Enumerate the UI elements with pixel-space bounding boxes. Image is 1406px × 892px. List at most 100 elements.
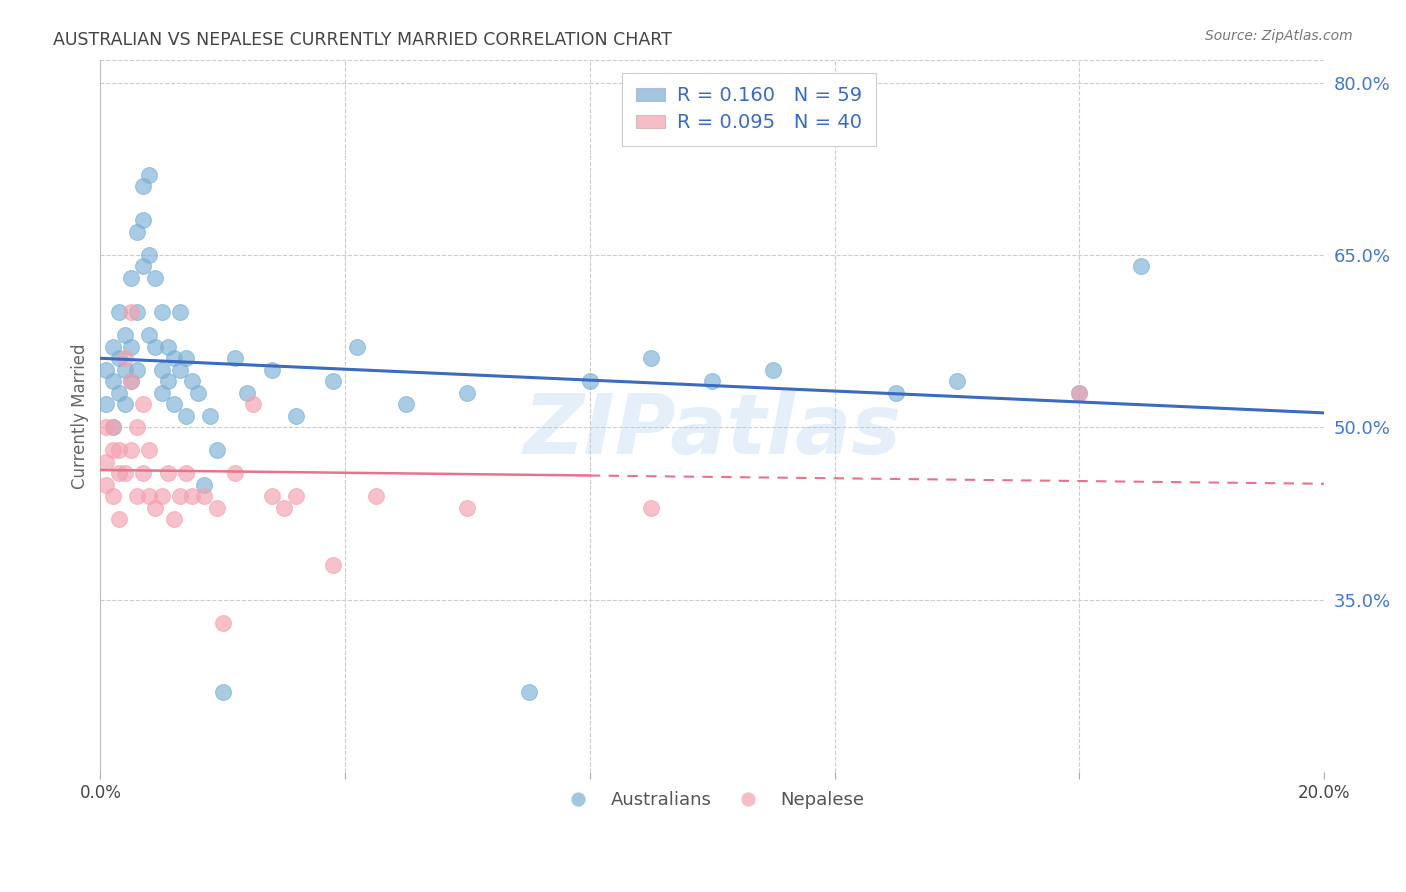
Point (114, 328, 136, 343)
Point (273, 500, 295, 515)
Point (120, 375, 142, 389)
Point (456, 385, 478, 400)
Point (132, 260, 155, 274)
Point (1069, 385, 1091, 400)
Point (163, 351, 186, 366)
Point (579, 375, 602, 389)
Point (107, 443, 129, 458)
Point (181, 375, 204, 389)
Point (145, 500, 167, 515)
Point (125, 420, 148, 434)
Point (101, 340, 124, 354)
Text: ZIPatlas: ZIPatlas (523, 390, 901, 471)
Point (260, 363, 283, 377)
Point (96, 455, 118, 469)
Point (395, 397, 418, 411)
Point (150, 489, 173, 503)
Point (150, 305, 173, 319)
Point (346, 340, 368, 354)
Legend: Australians, Nepalese: Australians, Nepalese (553, 784, 872, 816)
Point (107, 305, 129, 319)
Point (205, 443, 228, 458)
Point (125, 363, 148, 377)
Point (120, 443, 142, 458)
Point (260, 489, 283, 503)
Point (138, 489, 160, 503)
Point (174, 351, 197, 366)
Point (702, 375, 724, 389)
Text: Source: ZipAtlas.com: Source: ZipAtlas.com (1205, 29, 1353, 43)
Point (946, 375, 969, 389)
Point (138, 443, 160, 458)
Point (200, 409, 222, 423)
Point (132, 179, 155, 194)
Point (174, 467, 197, 481)
Point (174, 409, 197, 423)
Point (101, 375, 124, 389)
Point (120, 305, 142, 319)
Point (156, 467, 179, 481)
Point (205, 500, 228, 515)
Point (125, 225, 148, 239)
Point (120, 340, 142, 354)
Point (96, 477, 118, 491)
Point (163, 512, 186, 526)
Point (285, 409, 308, 423)
Point (224, 351, 246, 366)
Point (193, 489, 215, 503)
Point (1129, 260, 1152, 274)
Text: AUSTRALIAN VS NEPALESE CURRENTLY MARRIED CORRELATION CHART: AUSTRALIAN VS NEPALESE CURRENTLY MARRIED… (53, 31, 672, 49)
Point (138, 168, 160, 182)
Point (169, 305, 191, 319)
Point (322, 375, 344, 389)
Point (96, 420, 118, 434)
Point (236, 385, 259, 400)
Point (181, 489, 204, 503)
Point (211, 684, 233, 698)
Point (322, 558, 344, 573)
Point (125, 305, 148, 319)
Point (640, 500, 662, 515)
Point (640, 351, 662, 366)
Point (242, 397, 264, 411)
Point (114, 363, 136, 377)
Point (101, 420, 124, 434)
Point (1069, 385, 1091, 400)
Point (364, 489, 387, 503)
Point (211, 615, 233, 630)
Point (101, 489, 124, 503)
Point (150, 363, 173, 377)
Point (884, 385, 907, 400)
Point (132, 397, 155, 411)
Point (114, 351, 136, 366)
Point (96, 363, 118, 377)
Point (132, 467, 155, 481)
Point (145, 271, 167, 285)
Point (285, 489, 308, 503)
Point (150, 385, 173, 400)
Point (114, 467, 136, 481)
Point (107, 467, 129, 481)
Point (138, 328, 160, 343)
Point (107, 512, 129, 526)
Point (107, 385, 129, 400)
Point (107, 351, 129, 366)
Point (156, 375, 179, 389)
Point (156, 340, 179, 354)
Point (224, 467, 246, 481)
Point (193, 477, 215, 491)
Point (125, 489, 148, 503)
Point (101, 443, 124, 458)
Point (96, 397, 118, 411)
Point (101, 420, 124, 434)
Point (517, 684, 540, 698)
Point (145, 340, 167, 354)
Point (132, 213, 155, 227)
Point (456, 500, 478, 515)
Point (169, 489, 191, 503)
Point (187, 385, 209, 400)
Point (120, 271, 142, 285)
Point (163, 397, 186, 411)
Point (762, 363, 785, 377)
Point (169, 363, 191, 377)
